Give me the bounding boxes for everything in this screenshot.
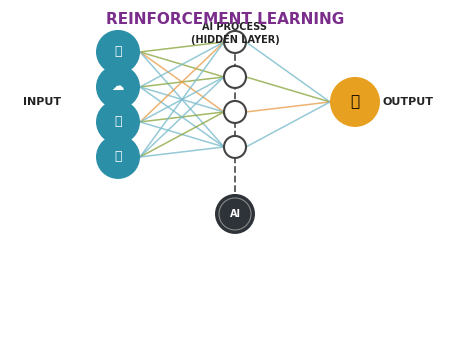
Text: ☁: ☁ (112, 80, 124, 93)
Circle shape (224, 101, 246, 123)
Circle shape (224, 136, 246, 158)
Circle shape (224, 66, 246, 88)
Circle shape (96, 100, 140, 144)
Text: AI: AI (230, 209, 240, 219)
Text: AI PROCESS
(HIDDEN LAYER): AI PROCESS (HIDDEN LAYER) (191, 22, 279, 45)
Text: OUTPUT: OUTPUT (382, 97, 433, 107)
Text: The AI model perceives an environment from data and the
neural network selects a: The AI model perceives an environment fr… (41, 282, 409, 315)
Text: 📅: 📅 (114, 45, 122, 58)
Text: 🕐: 🕐 (114, 150, 122, 164)
Text: 🚦: 🚦 (351, 94, 360, 110)
Text: 🚗: 🚗 (114, 116, 122, 128)
Text: REINFORCEMENT LEARNING: REINFORCEMENT LEARNING (106, 12, 344, 27)
Circle shape (330, 77, 380, 127)
Circle shape (96, 65, 140, 109)
Circle shape (215, 194, 255, 234)
Circle shape (96, 30, 140, 74)
Circle shape (96, 135, 140, 179)
Circle shape (224, 31, 246, 53)
Text: INPUT: INPUT (23, 97, 61, 107)
